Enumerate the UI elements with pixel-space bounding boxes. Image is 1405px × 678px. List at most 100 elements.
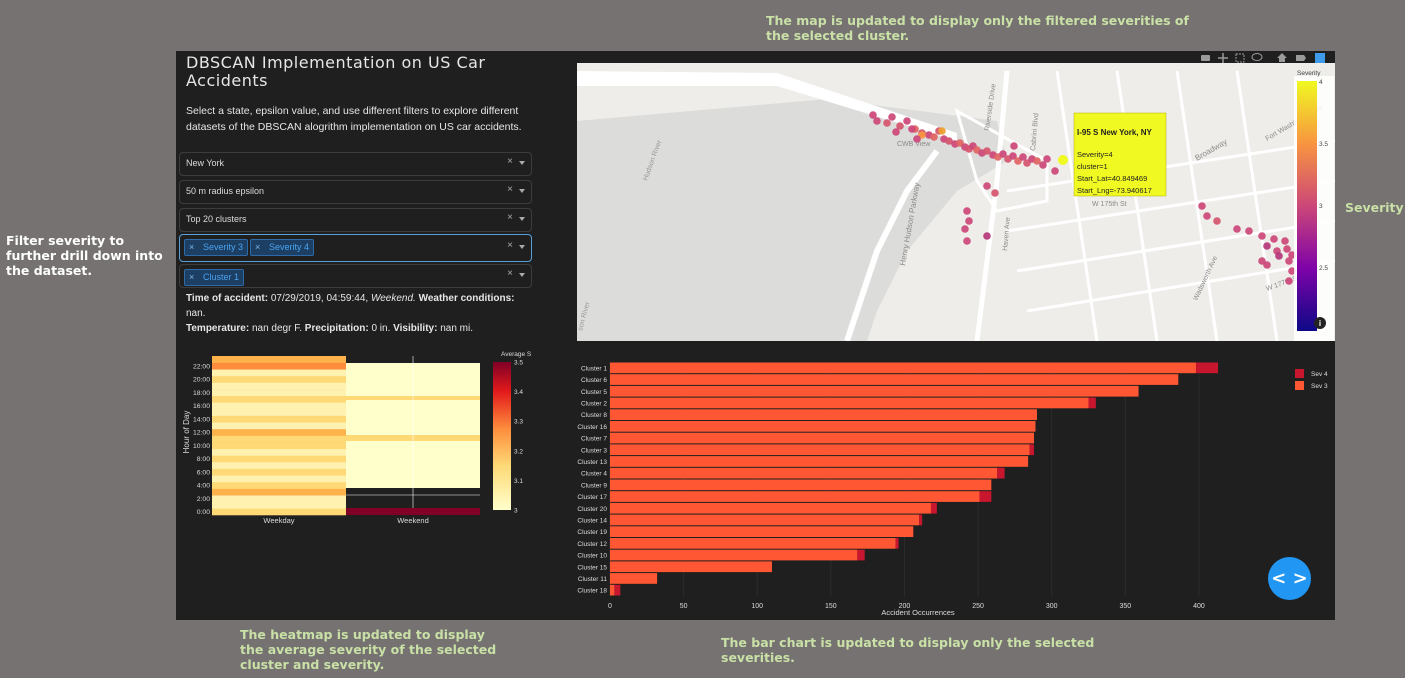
map-point[interactable] — [896, 122, 904, 130]
map-point[interactable] — [1263, 261, 1271, 269]
map-point[interactable] — [1009, 152, 1017, 160]
select-icon[interactable] — [1235, 53, 1245, 63]
map-point[interactable] — [961, 225, 969, 233]
bar-sev-4[interactable] — [997, 467, 1005, 479]
bar-sev-3[interactable] — [610, 385, 1139, 397]
hover-icon[interactable] — [1296, 55, 1306, 61]
bar-sev-4[interactable] — [979, 491, 992, 502]
epsilon-dropdown[interactable]: 50 m radius epsilon × — [179, 180, 532, 204]
map-point[interactable] — [1288, 251, 1296, 259]
legend-label-sev3[interactable]: Sev 3 — [1311, 383, 1328, 390]
heatmap-cell[interactable] — [212, 508, 346, 516]
camera-icon[interactable] — [1201, 55, 1210, 61]
heatmap-cell[interactable] — [212, 501, 346, 509]
map-point[interactable] — [913, 135, 921, 143]
map-point[interactable] — [1258, 232, 1266, 240]
bar-sev-4[interactable] — [1088, 397, 1096, 409]
bar-sev-3[interactable] — [610, 432, 1035, 444]
bar-sev-3[interactable] — [610, 444, 1030, 456]
remove-tag-icon[interactable]: × — [189, 272, 195, 282]
bar-sev-4[interactable] — [614, 584, 621, 596]
clear-icon[interactable]: × — [507, 156, 513, 167]
heatmap-cell[interactable] — [212, 422, 346, 430]
bar-sev-3[interactable] — [610, 573, 658, 584]
heatmap-cell[interactable] — [212, 415, 346, 423]
bar-sev-3[interactable] — [610, 456, 1029, 467]
bar-sev-3[interactable] — [610, 549, 858, 561]
clear-icon[interactable]: × — [507, 268, 513, 279]
map-point[interactable] — [1263, 242, 1271, 250]
heatmap-cell[interactable] — [212, 435, 346, 443]
heatmap-cell[interactable] — [212, 455, 346, 463]
severity-tag[interactable]: × Severity 3 — [184, 239, 249, 256]
map-points[interactable] — [869, 111, 1296, 285]
remove-tag-icon[interactable]: × — [255, 242, 261, 252]
severity-tag[interactable]: × Severity 4 — [250, 239, 315, 256]
clear-icon[interactable]: × — [507, 212, 513, 223]
map-point[interactable] — [963, 237, 971, 245]
map-point[interactable] — [908, 125, 916, 133]
bar-sev-4[interactable] — [919, 514, 923, 526]
heatmap-cell[interactable] — [212, 475, 346, 483]
map-point[interactable] — [1285, 277, 1293, 285]
map-point[interactable] — [963, 207, 971, 215]
map-point[interactable] — [930, 133, 938, 141]
bar-sev-3[interactable] — [610, 491, 980, 502]
heatmap-cell[interactable] — [212, 369, 346, 377]
bar-sev-3[interactable] — [610, 374, 1179, 385]
map-point[interactable] — [1033, 157, 1041, 165]
map-point[interactable] — [1233, 225, 1241, 233]
chevron-down-icon[interactable] — [519, 245, 525, 249]
bar-sev-3[interactable] — [610, 538, 896, 549]
bar-sev-4[interactable] — [1195, 362, 1219, 374]
bar-sev-3[interactable] — [610, 397, 1089, 409]
home-icon[interactable] — [1277, 53, 1287, 62]
legend-label-sev4[interactable]: Sev 4 — [1311, 371, 1328, 378]
map-point[interactable] — [1270, 235, 1278, 243]
map-point[interactable] — [1039, 161, 1047, 169]
map-point[interactable] — [892, 128, 900, 136]
map-point[interactable] — [983, 232, 991, 240]
chevron-down-icon[interactable] — [519, 161, 525, 165]
map-svg[interactable]: Henry Hudson Parkway Hudson River Broadw… — [577, 51, 1335, 341]
heatmap-cell[interactable] — [212, 462, 346, 469]
map-point[interactable] — [1213, 217, 1221, 225]
map-point[interactable] — [1281, 237, 1289, 245]
plotly-logo-icon[interactable] — [1315, 53, 1325, 63]
code-nav-button[interactable]: < > — [1268, 557, 1311, 600]
bar-sev-3[interactable] — [610, 409, 1037, 420]
heatmap-cell[interactable] — [212, 389, 346, 397]
map-point[interactable] — [1275, 252, 1283, 260]
heatmap-cell[interactable] — [212, 362, 346, 370]
heatmap-cell[interactable] — [212, 395, 346, 403]
map-point[interactable] — [1203, 212, 1211, 220]
map-point[interactable] — [945, 137, 953, 145]
bar-sev-3[interactable] — [610, 479, 992, 491]
bar-sev-3[interactable] — [610, 362, 1196, 374]
heatmap-cell[interactable] — [212, 468, 346, 476]
heatmap-cell[interactable] — [212, 409, 346, 416]
bar-sev-3[interactable] — [610, 561, 772, 573]
heatmap-chart[interactable]: Hour of Day 22:00 20:00 18:00 16:00 14:00 12:… — [176, 346, 576, 536]
bar-legend[interactable]: Sev 4 Sev 3 — [1295, 369, 1328, 390]
clear-icon[interactable]: × — [507, 240, 513, 251]
map-point[interactable] — [1198, 202, 1206, 210]
bar-sev-4[interactable] — [1029, 444, 1035, 456]
bar-sev-3[interactable] — [610, 584, 615, 596]
cluster-tag[interactable]: × Cluster 1 — [184, 269, 245, 286]
pan-icon[interactable] — [1218, 53, 1228, 63]
bar-sev-4[interactable] — [857, 549, 865, 561]
severity-multiselect[interactable]: × Severity 3 × Severity 4 × — [179, 234, 532, 262]
map-point[interactable] — [1283, 245, 1291, 253]
bar-chart[interactable]: Cluster 1 Cluster 6 Cluster 5 Cluster 2 Clus… — [577, 346, 1335, 620]
heatmap-cell[interactable] — [212, 375, 346, 383]
heatmap-cell[interactable] — [212, 356, 346, 363]
map-point[interactable] — [991, 189, 999, 197]
bar-sev-3[interactable] — [610, 421, 1036, 432]
state-dropdown[interactable]: New York × — [179, 152, 532, 176]
map-point-selected[interactable] — [1058, 155, 1068, 165]
clusters-dropdown[interactable]: Top 20 clusters × — [179, 208, 532, 232]
chevron-down-icon[interactable] — [519, 217, 525, 221]
bar-sev-3[interactable] — [610, 514, 920, 526]
bar-sev-4[interactable] — [895, 538, 899, 549]
